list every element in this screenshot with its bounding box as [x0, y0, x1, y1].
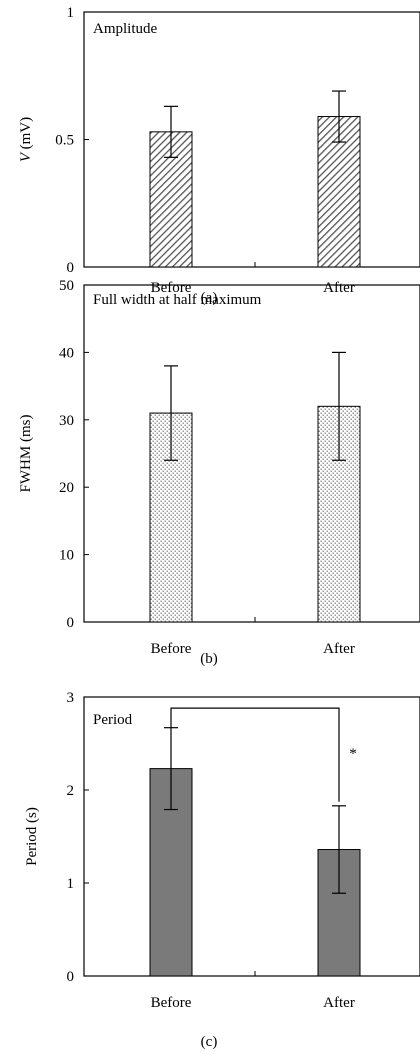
- y-tick-label: 0: [67, 615, 75, 631]
- panel-label: (c): [201, 1034, 218, 1050]
- category-label: After: [323, 641, 355, 657]
- panel-label: (b): [200, 651, 218, 667]
- panel-2: 0 10 20 30 40 50 Before After Full width at half…: [18, 278, 420, 667]
- panel-title: Period: [93, 712, 133, 728]
- category-label: After: [323, 995, 355, 1011]
- y-tick-label: 2: [67, 783, 75, 799]
- panel-title: Full width at half maximum: [93, 292, 262, 308]
- panel-label: (a): [201, 290, 218, 306]
- y-tick-label: 40: [59, 345, 74, 361]
- y-tick-label: 0.5: [55, 133, 74, 149]
- significance-marker: *: [349, 746, 357, 762]
- plot-frame: [83, 284, 420, 623]
- category-label: Before: [151, 280, 192, 296]
- y-tick-label: 50: [59, 278, 74, 294]
- y-tick-label: 0: [67, 969, 75, 985]
- y-tick-label: 1: [67, 876, 75, 892]
- y-tick-label: 0: [67, 260, 75, 276]
- panel-1: 0 0.5 1 Before After Amplitude V (mV) (a): [18, 5, 420, 306]
- y-tick-label: 10: [59, 548, 74, 564]
- y-tick-label: 20: [59, 480, 74, 496]
- panel-title: Amplitude: [93, 21, 158, 37]
- plot-frame: [83, 11, 420, 268]
- panel-3: 0 1 2 3 Before After * Period Period (s) (c): [24, 690, 420, 1050]
- significance-bracket: [170, 707, 340, 802]
- y-axis-label: Period (s): [24, 807, 40, 866]
- y-tick-label: 3: [67, 690, 75, 706]
- category-label: Before: [151, 995, 192, 1011]
- category-label: After: [323, 280, 355, 296]
- y-tick-label: 1: [67, 5, 75, 21]
- y-axis-label: FWHM (ms): [18, 415, 34, 493]
- y-axis-label: V (mV): [18, 117, 34, 162]
- plot-frame: [83, 696, 420, 977]
- category-label: Before: [151, 641, 192, 657]
- y-tick-label: 30: [59, 413, 74, 429]
